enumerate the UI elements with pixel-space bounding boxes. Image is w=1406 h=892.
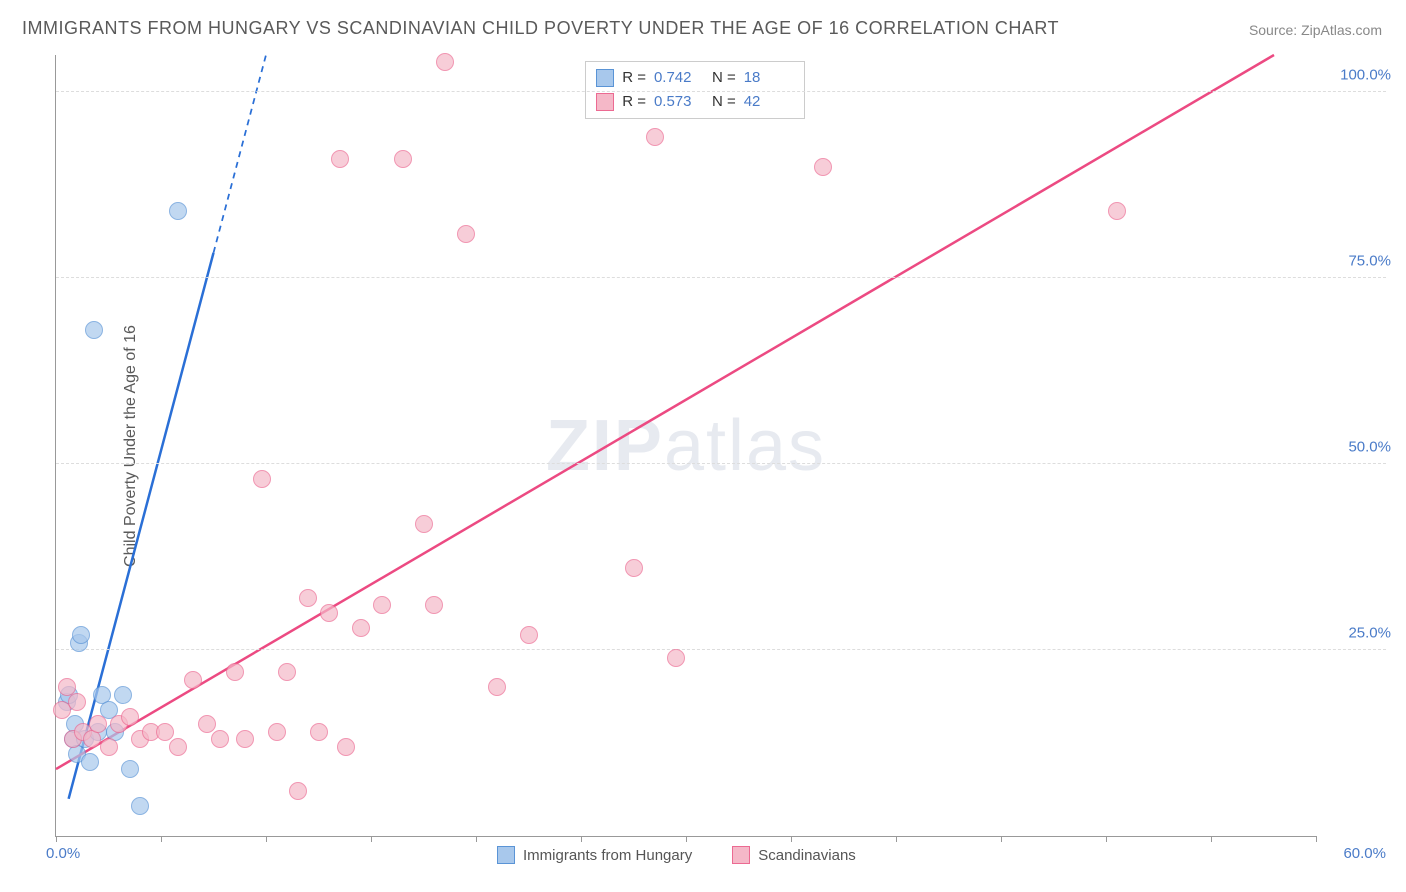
data-point-scandinavian — [337, 738, 355, 756]
x-tick-label-min: 0.0% — [46, 845, 80, 862]
data-point-scandinavian — [1108, 202, 1126, 220]
data-point-hungary — [114, 686, 132, 704]
data-point-scandinavian — [436, 53, 454, 71]
series-legend: Immigrants from Hungary Scandinavians — [497, 846, 856, 864]
data-point-scandinavian — [156, 723, 174, 741]
swatch-icon — [596, 93, 614, 111]
correlation-stats-box: R = 0.742 N = 18 R = 0.573 N = 42 — [585, 61, 805, 119]
data-point-scandinavian — [299, 589, 317, 607]
x-tick-mark — [371, 836, 372, 842]
stats-row-hungary: R = 0.742 N = 18 — [596, 66, 794, 90]
y-tick-label: 50.0% — [1348, 439, 1391, 456]
x-tick-mark — [1316, 836, 1317, 842]
watermark-bold: ZIP — [546, 406, 664, 486]
data-point-scandinavian — [310, 723, 328, 741]
data-point-scandinavian — [169, 738, 187, 756]
data-point-scandinavian — [425, 596, 443, 614]
source-attribution: Source: ZipAtlas.com — [1249, 22, 1382, 38]
data-point-scandinavian — [415, 515, 433, 533]
source-name: ZipAtlas.com — [1301, 22, 1382, 38]
gridline-h — [56, 649, 1386, 650]
data-point-scandinavian — [268, 723, 286, 741]
data-point-scandinavian — [184, 671, 202, 689]
data-point-scandinavian — [226, 663, 244, 681]
r-label: R = — [622, 66, 646, 90]
data-point-scandinavian — [646, 128, 664, 146]
data-point-scandinavian — [457, 225, 475, 243]
data-point-scandinavian — [100, 738, 118, 756]
x-tick-mark — [791, 836, 792, 842]
x-tick-mark — [1001, 836, 1002, 842]
x-tick-mark — [56, 836, 57, 842]
swatch-icon — [497, 846, 515, 864]
r-value: 0.742 — [654, 66, 704, 90]
stats-row-scandinavian: R = 0.573 N = 42 — [596, 90, 794, 114]
x-tick-mark — [1211, 836, 1212, 842]
x-tick-mark — [1106, 836, 1107, 842]
n-label: N = — [712, 66, 736, 90]
legend-label: Scandinavians — [758, 847, 856, 864]
r-value: 0.573 — [654, 90, 704, 114]
y-tick-label: 75.0% — [1348, 253, 1391, 270]
legend-label: Immigrants from Hungary — [523, 847, 692, 864]
data-point-scandinavian — [352, 619, 370, 637]
x-tick-mark — [896, 836, 897, 842]
data-point-scandinavian — [289, 782, 307, 800]
data-point-scandinavian — [253, 470, 271, 488]
plot-area: ZIPatlas R =0.742N =18R =0.573N =42 Immi… — [55, 55, 1316, 837]
legend-item-scandinavian: Scandinavians — [732, 846, 856, 864]
data-point-scandinavian — [667, 649, 685, 667]
data-point-scandinavian — [278, 663, 296, 681]
watermark-light: atlas — [664, 406, 826, 486]
legend-item-hungary: Immigrants from Hungary — [497, 846, 692, 864]
data-point-scandinavian — [211, 730, 229, 748]
data-point-scandinavian — [625, 559, 643, 577]
source-label: Source: — [1249, 22, 1297, 38]
n-label: N = — [712, 90, 736, 114]
watermark: ZIPatlas — [546, 405, 826, 487]
regression-line-dash-hungary — [214, 55, 267, 253]
data-point-scandinavian — [121, 708, 139, 726]
data-point-hungary — [72, 626, 90, 644]
x-tick-mark — [161, 836, 162, 842]
y-tick-label: 100.0% — [1340, 67, 1391, 84]
x-tick-mark — [266, 836, 267, 842]
data-point-hungary — [131, 797, 149, 815]
data-point-scandinavian — [814, 158, 832, 176]
data-point-hungary — [169, 202, 187, 220]
x-tick-mark — [476, 836, 477, 842]
x-tick-label-max: 60.0% — [1343, 845, 1386, 862]
n-value: 42 — [744, 90, 794, 114]
x-tick-mark — [686, 836, 687, 842]
swatch-icon — [596, 69, 614, 87]
y-tick-label: 25.0% — [1348, 625, 1391, 642]
r-label: R = — [622, 90, 646, 114]
data-point-scandinavian — [373, 596, 391, 614]
data-point-hungary — [121, 760, 139, 778]
data-point-scandinavian — [68, 693, 86, 711]
data-point-scandinavian — [520, 626, 538, 644]
regression-line-scandinavian — [56, 55, 1274, 769]
data-point-scandinavian — [89, 715, 107, 733]
data-point-scandinavian — [394, 150, 412, 168]
data-point-hungary — [81, 753, 99, 771]
swatch-icon — [732, 846, 750, 864]
data-point-scandinavian — [488, 678, 506, 696]
chart-title: IMMIGRANTS FROM HUNGARY VS SCANDINAVIAN … — [22, 18, 1059, 39]
data-point-scandinavian — [320, 604, 338, 622]
gridline-h — [56, 277, 1386, 278]
data-point-scandinavian — [236, 730, 254, 748]
data-point-scandinavian — [198, 715, 216, 733]
gridline-h — [56, 463, 1386, 464]
data-point-hungary — [85, 321, 103, 339]
gridline-h — [56, 91, 1386, 92]
n-value: 18 — [744, 66, 794, 90]
regression-lines-layer — [56, 55, 1316, 836]
data-point-scandinavian — [331, 150, 349, 168]
x-tick-mark — [581, 836, 582, 842]
